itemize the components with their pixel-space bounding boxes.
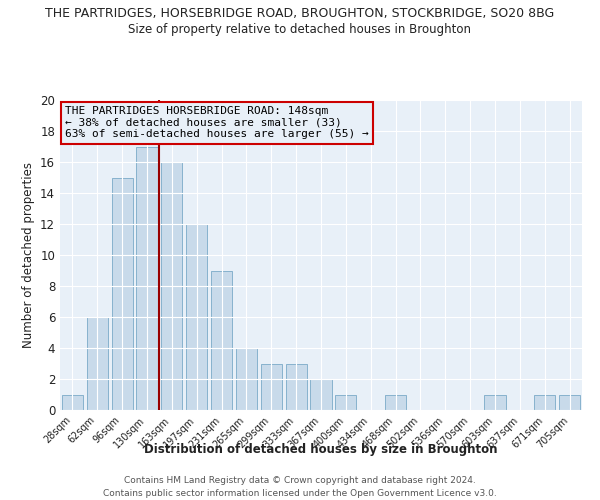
Text: Contains HM Land Registry data © Crown copyright and database right 2024.
Contai: Contains HM Land Registry data © Crown c… [103,476,497,498]
Bar [385,394,406,410]
Bar [236,348,257,410]
Bar [62,394,83,410]
Bar [559,394,580,410]
Bar [87,317,108,410]
Bar [112,178,133,410]
Bar [310,379,332,410]
Bar [186,224,207,410]
Text: Distribution of detached houses by size in Broughton: Distribution of detached houses by size … [144,442,498,456]
Bar [161,162,182,410]
Bar [211,270,232,410]
Bar [286,364,307,410]
Bar [534,394,555,410]
Bar [136,146,158,410]
Text: Size of property relative to detached houses in Broughton: Size of property relative to detached ho… [128,22,472,36]
Text: THE PARTRIDGES HORSEBRIDGE ROAD: 148sqm
← 38% of detached houses are smaller (33: THE PARTRIDGES HORSEBRIDGE ROAD: 148sqm … [65,106,369,140]
Bar [484,394,506,410]
Y-axis label: Number of detached properties: Number of detached properties [22,162,35,348]
Text: THE PARTRIDGES, HORSEBRIDGE ROAD, BROUGHTON, STOCKBRIDGE, SO20 8BG: THE PARTRIDGES, HORSEBRIDGE ROAD, BROUGH… [46,8,554,20]
Bar [261,364,282,410]
Bar [335,394,356,410]
